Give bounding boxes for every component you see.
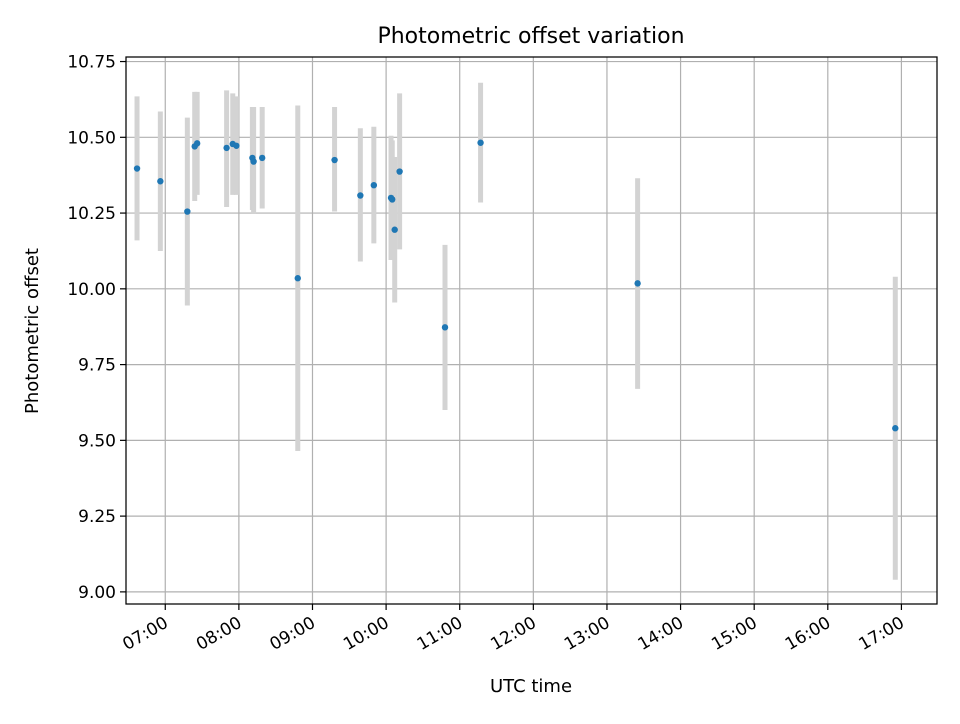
data-point xyxy=(396,168,403,175)
data-point xyxy=(193,140,201,147)
y-tick-label: 9.50 xyxy=(78,431,116,451)
y-axis-ticks: 9.00 9.25 9.50 9.75 10.00 10.25 10.50 10.75 xyxy=(67,53,126,603)
plot-frame xyxy=(125,56,938,605)
data-point xyxy=(223,144,230,152)
data-point xyxy=(258,154,266,162)
chart-title: Photometric offset variation xyxy=(377,24,684,49)
data-point xyxy=(477,139,484,146)
data-point xyxy=(370,181,378,189)
data-point xyxy=(184,208,191,215)
data-point xyxy=(133,165,141,172)
y-axis-label: Photometric offset xyxy=(22,248,43,414)
data-point xyxy=(391,226,398,233)
data-point xyxy=(389,196,396,203)
data-point xyxy=(357,192,364,199)
data-point xyxy=(892,425,899,432)
data-point xyxy=(294,275,301,282)
y-tick-label: 9.75 xyxy=(78,356,116,376)
data-point xyxy=(634,280,641,287)
data-point xyxy=(250,158,257,165)
data-point xyxy=(233,142,240,149)
y-tick-label: 10.25 xyxy=(67,204,116,224)
y-tick-label: 9.00 xyxy=(78,583,116,603)
y-tick-label: 10.75 xyxy=(67,53,116,73)
grid-lines xyxy=(126,57,937,604)
y-tick-label: 9.25 xyxy=(78,507,116,527)
x-axis-label: UTC time xyxy=(490,676,572,697)
data-points xyxy=(133,139,899,432)
y-tick-label: 10.50 xyxy=(67,128,116,148)
y-tick-label: 10.00 xyxy=(67,280,116,300)
data-point xyxy=(331,156,338,164)
data-point xyxy=(441,324,449,331)
data-point xyxy=(157,178,164,185)
